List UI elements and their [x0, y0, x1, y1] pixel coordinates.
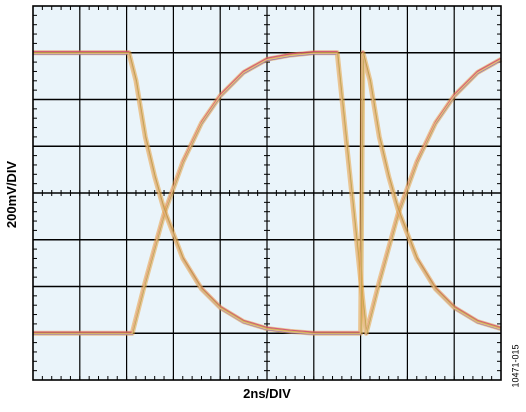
- figure-id: 10471-015: [508, 336, 524, 396]
- plot-border: [32, 5, 502, 381]
- trace-line-2: [33, 52, 502, 334]
- figure-id-text: 10471-015: [511, 344, 522, 388]
- y-axis-label: 200mV/DIV: [2, 104, 22, 284]
- x-axis-label: 2ns/DIV: [243, 386, 291, 401]
- y-axis-label-text: 200mV/DIV: [4, 160, 20, 228]
- trace-line-2: [32, 52, 501, 335]
- trace-line-1: [32, 52, 501, 335]
- traces: [32, 50, 503, 336]
